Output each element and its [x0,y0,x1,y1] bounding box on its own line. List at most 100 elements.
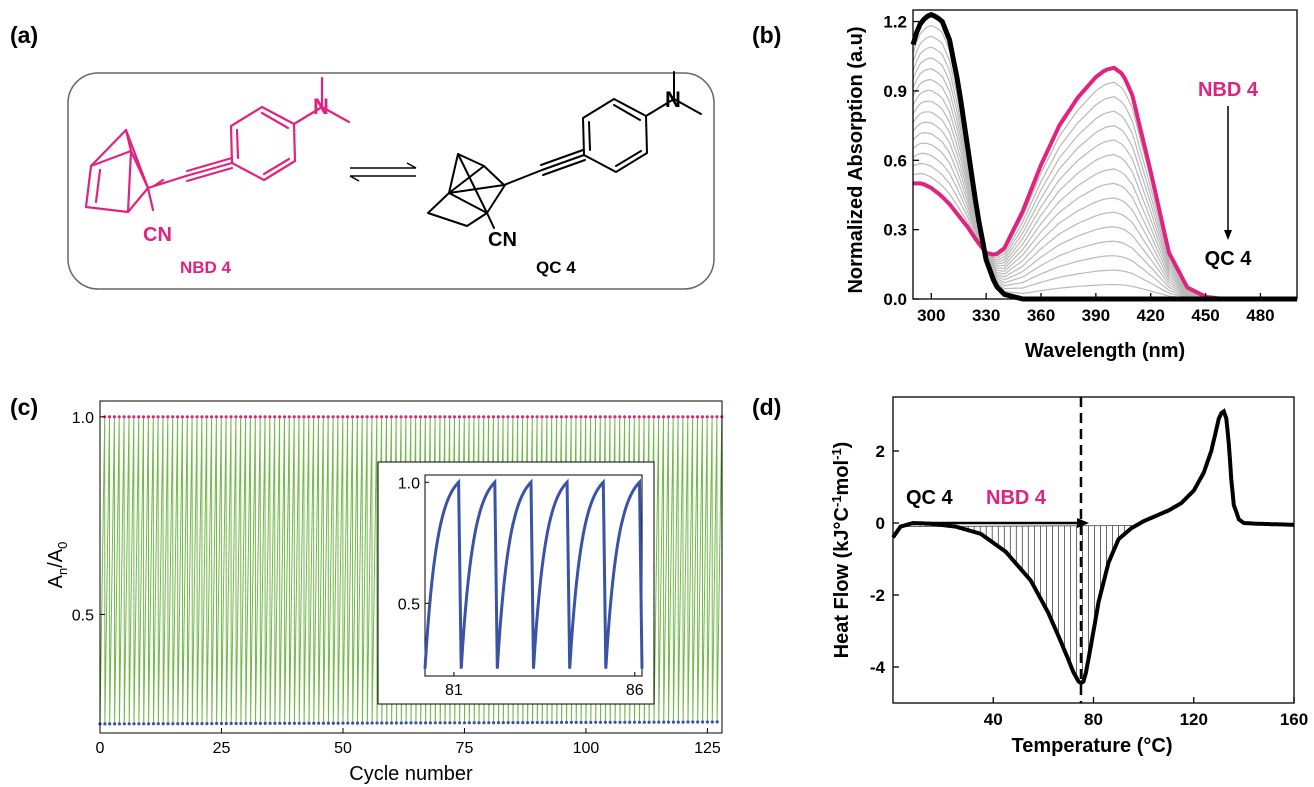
min-point [501,721,505,725]
nbd-annotation-d: NBD 4 [986,487,1047,509]
cn-left-label: CN [143,224,172,246]
min-point [365,721,369,725]
max-point [535,415,539,419]
max-point [710,415,714,419]
min-point [132,722,136,726]
min-point [453,721,457,725]
y-tick-label: 0 [876,514,885,533]
min-point [244,721,248,726]
min-point [151,722,156,726]
min-point [696,720,700,724]
x-ticks-c: 0 25 50 75 100 125 [96,728,721,757]
max-point [418,415,423,419]
x-tick-label: 0 [96,740,105,757]
max-point [389,415,393,419]
min-point [613,720,617,724]
y-tick-label: 1.2 [883,13,907,32]
max-point [350,415,355,419]
min-point [283,721,287,725]
min-point [142,722,146,726]
min-point [608,720,612,724]
min-point [351,721,355,725]
max-point [161,415,165,419]
x-ticks-d: 40 80 120 160 [984,697,1308,729]
min-point [137,722,141,726]
min-point [385,721,389,725]
min-point [185,722,190,726]
max-point [146,415,150,419]
max-point [287,415,291,419]
panel-label-b: (b) [752,22,782,48]
max-point [681,415,685,419]
max-point [491,415,495,419]
max-point [180,415,184,419]
min-point [530,720,535,725]
max-point [627,415,632,419]
max-point [433,415,437,419]
min-point [258,721,262,726]
min-point [210,722,214,726]
scheme-frame [67,72,715,290]
max-point [248,415,252,419]
min-point [540,720,544,725]
max-point [414,415,418,419]
min-point [662,720,666,724]
max-point [661,415,666,419]
min-point [147,722,151,726]
min-point [297,721,301,725]
min-point [287,721,292,725]
x-tick-label: 80 [1084,710,1103,729]
min-point [166,722,170,726]
max-point [666,415,671,419]
min-point [234,721,238,726]
nbd-structure [84,76,351,214]
max-point [341,415,345,419]
min-point [312,721,316,725]
min-point [239,721,243,726]
min-point [681,720,685,724]
max-point [355,415,359,419]
min-point [642,720,646,724]
equilibrium-arrows [349,162,417,182]
min-point [404,721,408,725]
max-point [404,415,408,419]
x-tick-label: 390 [1082,306,1110,325]
max-point [384,415,389,419]
max-point [618,415,622,419]
min-point [117,722,121,726]
min-point [156,722,160,726]
max-point [438,415,442,419]
min-point [584,720,588,725]
y-tick-label: 0.0 [883,290,907,309]
max-point [141,415,146,419]
max-point [506,415,510,419]
x-tick-label: 420 [1137,306,1165,325]
panel-label-c: (c) [10,394,39,420]
max-point [501,415,505,419]
inset-chart: 81 86 0.5 1.0 [377,461,655,705]
x-tick-label: 100 [573,740,600,757]
max-point [360,415,364,419]
max-point [676,415,680,419]
max-point [380,415,384,419]
max-point [326,415,330,419]
min-point [462,721,467,725]
max-point [686,415,690,419]
y-tick-label: 2 [876,442,885,461]
min-point [496,721,501,725]
min-point [268,721,272,726]
min-point [555,720,559,725]
x-tick-label: 40 [984,710,1003,729]
min-point [273,721,277,726]
max-point [569,415,573,419]
min-point [472,721,476,725]
min-point [511,721,515,725]
min-point [205,722,209,726]
max-point [122,415,126,419]
max-point [555,415,559,419]
max-point [112,415,116,419]
min-point [127,722,131,726]
x-tick-label: 120 [1180,710,1208,729]
inset-x-tick-label: 86 [626,682,644,699]
x-tick-label: 25 [213,740,231,757]
